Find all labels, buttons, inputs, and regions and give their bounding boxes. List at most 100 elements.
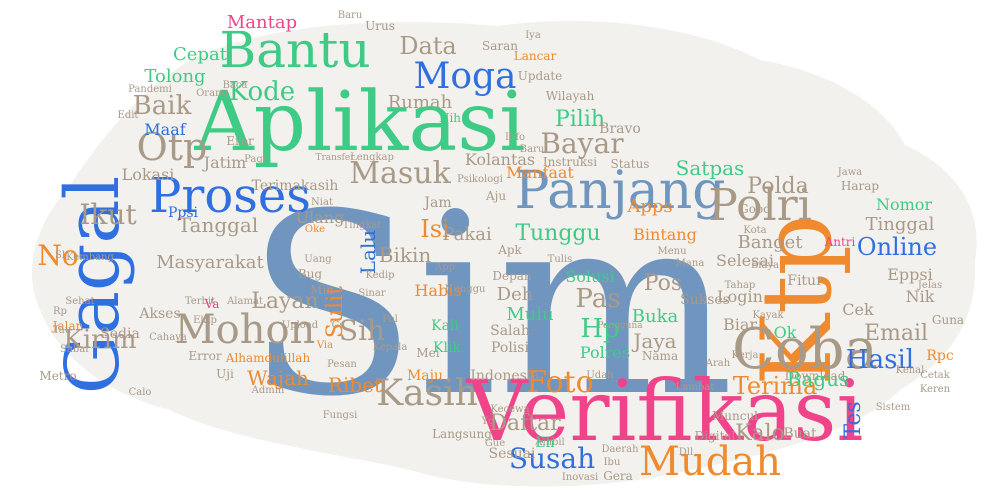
word-isi: Isi: [420, 215, 450, 243]
word-buat: Buat: [783, 426, 817, 442]
word-guna: Guna: [932, 313, 964, 327]
word-depan: Depan: [492, 269, 532, 283]
word-nunggu: Nunggu: [445, 284, 486, 295]
word-lambat: Lambat: [676, 382, 714, 393]
word-iya: Iya: [525, 30, 541, 41]
word-bug: Bug: [298, 267, 323, 281]
word-psikologi: Psikologi: [457, 174, 503, 185]
word-update: Update: [518, 69, 563, 83]
word-nama: Nama: [642, 349, 678, 363]
word-nik: Nik: [906, 287, 935, 306]
word-masuk: Masuk: [349, 156, 451, 191]
word-baru-2: Baru: [520, 144, 545, 155]
word-terbit: Terbit: [185, 296, 215, 307]
word-kembang: Kembang: [66, 252, 114, 263]
word-solusi: Solusi: [565, 267, 614, 286]
word-tunggu: Tunggu: [515, 221, 600, 246]
word-aplikasi: Aplikasi: [193, 75, 525, 170]
word-gue: Gue: [485, 438, 505, 449]
word-ibu: Ibu: [604, 457, 621, 468]
word-klik: Klik: [433, 340, 461, 356]
word-kasih: Kasih: [376, 373, 478, 414]
word-mulu: Mulu: [506, 304, 553, 325]
word-pakai: Pakai: [442, 224, 492, 245]
word-alamat: Alamat: [226, 296, 263, 307]
word-coba: Coba: [732, 317, 878, 382]
word-susah: Susah: [509, 442, 595, 475]
word-yg: Yg: [480, 416, 495, 427]
word-sesuai: Sesuai: [489, 446, 536, 462]
word-sedia: Sedia: [100, 326, 140, 342]
word-upload: Upload: [282, 320, 319, 331]
word-app: App: [434, 262, 455, 273]
word-polri: Polri: [708, 180, 812, 231]
word-calo: Calo: [129, 387, 152, 398]
word-masyarakat: Masyarakat: [156, 252, 264, 273]
word-baik: Baik: [133, 91, 192, 121]
word-pol: Pol: [382, 314, 398, 325]
word-sulit: Sulit: [323, 286, 348, 338]
word-transfer: Transfer: [315, 153, 355, 163]
word-pos: Pos: [644, 271, 682, 296]
word-saran: Saran: [482, 39, 518, 53]
word-nih: Nih: [439, 111, 461, 125]
word-apps: Apps: [626, 196, 672, 217]
word-ikut: Ikut: [79, 198, 137, 231]
word-tahap: Tahap: [725, 280, 756, 291]
word-hasil: Hasil: [846, 345, 914, 375]
word-pesan: Pesan: [327, 359, 357, 370]
word-muncul: Muncul: [712, 409, 758, 423]
word-jelas: Jelas: [917, 280, 942, 291]
word-maju: Maju: [407, 368, 443, 384]
word-udah: Udah: [586, 370, 614, 381]
cloud-silhouette: [31, 20, 977, 487]
word-harap: Harap: [841, 179, 880, 193]
word-sim: Sim: [246, 160, 734, 451]
word-langsung: Langsung: [432, 427, 492, 441]
word-otp: Otp: [137, 125, 208, 169]
word-data: Data: [399, 32, 457, 60]
word-polisi: Polisi: [491, 340, 529, 356]
word-kayak: Kayak: [752, 310, 784, 321]
word-rp: Rp: [53, 306, 67, 317]
word-gera: Gera: [603, 469, 633, 483]
word-jalan: Jalan: [51, 319, 84, 333]
word-instruksi: Instruksi: [543, 155, 597, 169]
word-fungsi: Fungsi: [323, 410, 358, 421]
word-ektp: Ektp: [193, 315, 217, 326]
word-kali: Kali: [431, 318, 459, 334]
word-wilayah: Wilayah: [546, 89, 595, 103]
word-rpc: Rpc: [926, 348, 954, 364]
word-tingkat: Tingkat: [343, 220, 382, 231]
word-jam: Jam: [422, 195, 451, 211]
word-satpas: Satpas: [676, 156, 745, 180]
word-ppsi: Ppsi: [168, 205, 199, 221]
word-proses: Proses: [149, 168, 311, 224]
word-oke: Oke: [305, 224, 325, 235]
word-info: Info: [505, 132, 525, 143]
word-baca: Baca: [223, 80, 248, 91]
word-kota: Kota: [743, 225, 766, 236]
word-uang: Uang: [304, 254, 332, 265]
word-kepala: Kepala: [373, 342, 408, 353]
word-good: Good: [739, 202, 771, 216]
word-bantu: Bantu: [219, 21, 370, 79]
word-pilih: Pilih: [555, 107, 605, 132]
word-mei: Mei: [416, 346, 439, 360]
word-pandemi: Pandemi: [128, 84, 172, 95]
word-rumah: Rumah: [388, 92, 453, 113]
word-tanggal: Tanggal: [178, 213, 259, 237]
word-tau: Tau: [53, 325, 72, 336]
word-banget: Banget: [738, 232, 804, 253]
word-buka: Buka: [632, 306, 679, 327]
word-apk: Apk: [497, 243, 522, 257]
word-pas: Pas: [575, 284, 620, 314]
word-keren: Keren: [920, 384, 951, 395]
word-dll: Dll: [679, 447, 693, 458]
word-min: Min: [310, 283, 334, 297]
word-daftar: Daftar: [489, 411, 561, 436]
word-email: Email: [864, 321, 928, 346]
word-biaya: Biaya: [751, 260, 779, 271]
word-tulis: Tulis: [548, 254, 573, 265]
